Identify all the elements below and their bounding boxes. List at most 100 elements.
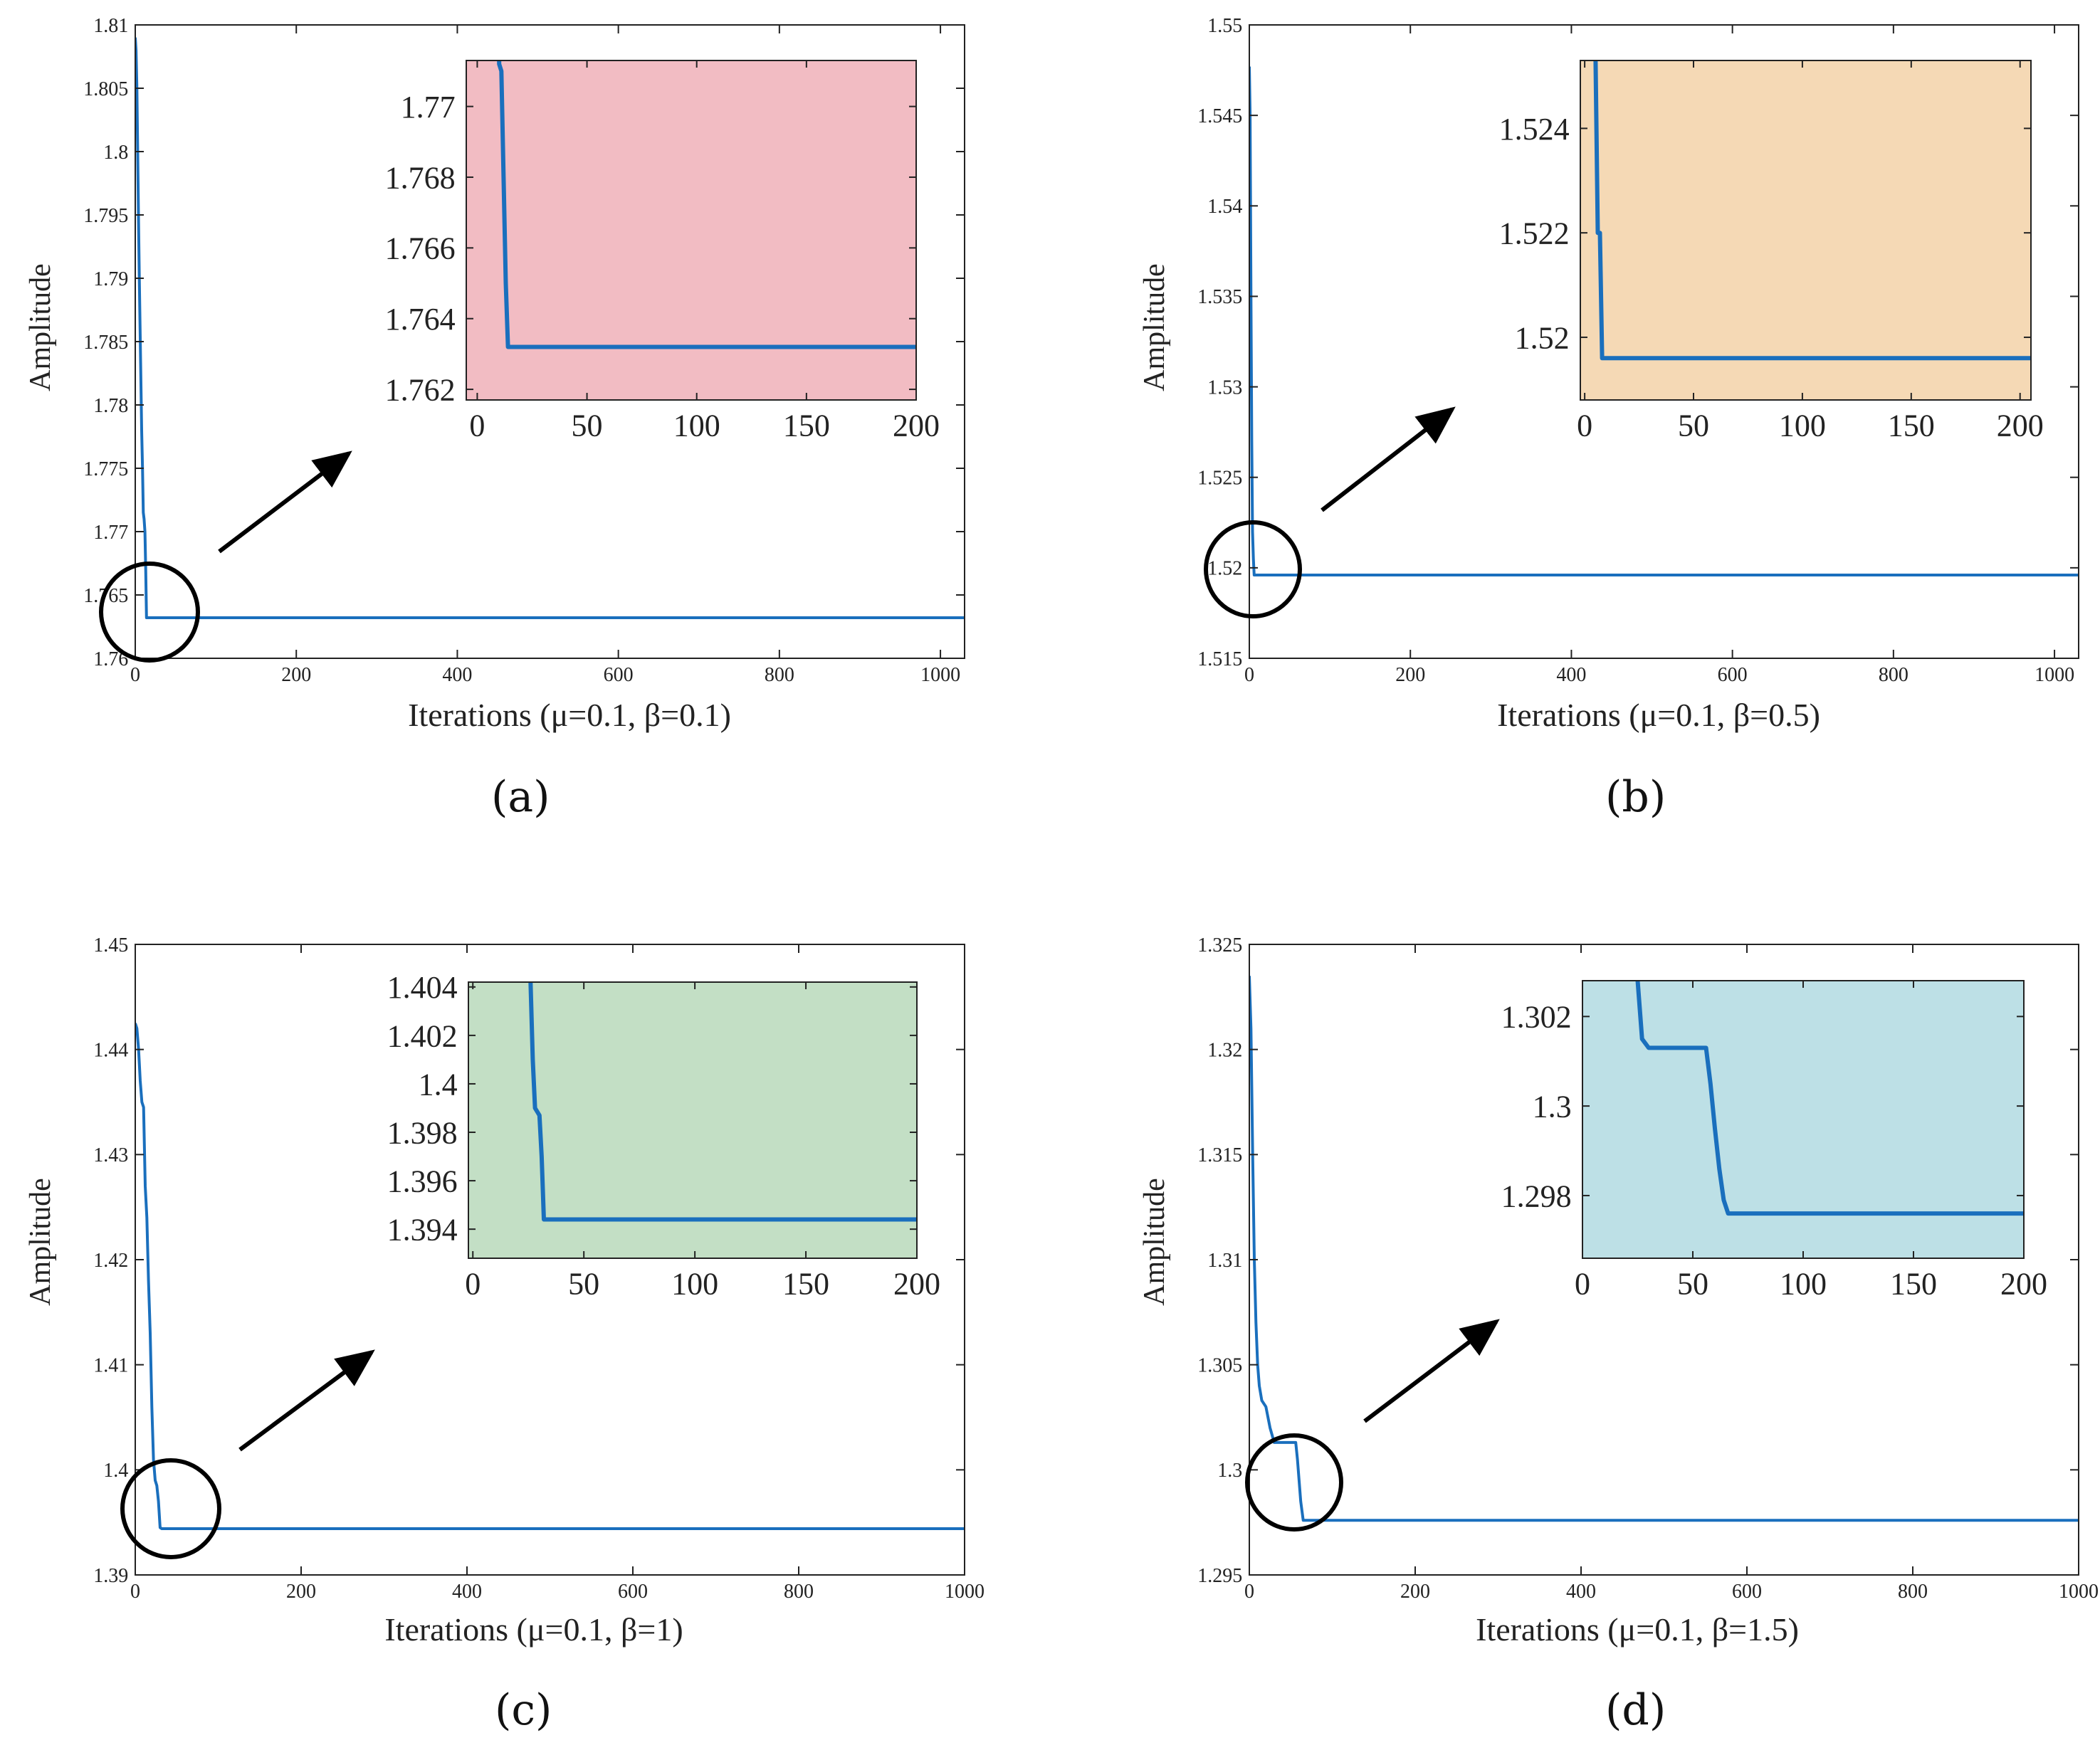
panel-a-main-ytick-label-7: 1.795 [83,205,128,227]
panel-a-main-ytick-label-2: 1.77 [93,522,128,544]
panel-b-main-ytick-label-3: 1.53 [1207,376,1242,399]
panel-d-inset-ytick-label-1: 1.3 [1533,1090,1572,1124]
panel-d-inset-background [1582,981,2024,1258]
panel-a-main-ytick-label-9: 1.805 [83,78,128,100]
panel-b-inset-xtick-label-200: 200 [1997,408,2044,443]
panel-b-main-ytick-label-6: 1.545 [1197,105,1242,127]
panel-b-zoom-arrow [1321,406,1456,512]
panel-c-main-xtick-label-0: 0 [130,1581,140,1603]
panel-b-main-ytick-label-7: 1.55 [1207,15,1242,37]
panel-b-inset-xtick-label-150: 150 [1888,408,1935,443]
panel-b-main-ytick-label-2: 1.525 [1197,468,1242,490]
panel-b-main-ytick-label-0: 1.515 [1197,648,1242,670]
panel-a-inset-ytick-label-4: 1.77 [401,90,456,125]
panel-d-main-ytick-label-0: 1.295 [1197,1565,1242,1587]
panel-d-main-data-line [1249,976,2079,1522]
panel-a-inset-xtick-label-100: 100 [673,408,720,443]
panel-b-inset-background [1580,60,2031,400]
panel-a-main-ytick-label-4: 1.78 [93,395,128,417]
panel-a-inset-ytick-label-0: 1.762 [385,372,456,407]
panel-b-inset-ytick-label-1: 1.522 [1499,216,1570,251]
panel-c-inset-xtick-label-50: 50 [568,1267,599,1302]
panel-b-main-frame [1249,24,2079,659]
panel-d-inset-ytick-label-0: 1.298 [1501,1179,1572,1213]
panel-c-ylabel: Amplitude [24,1178,57,1306]
panel-a-xlabel: Iterations (μ=0.1, β=0.1) [408,697,731,733]
panel-a-main-ytick-label-8: 1.8 [103,142,128,164]
panel-d-main-ytick-label-6: 1.325 [1197,934,1242,956]
panel-c-inset-ytick-label-5: 1.404 [387,970,458,1005]
panel-d-inset-data-line [1635,981,2024,1216]
panel-c-main-ytick-label-1: 1.4 [103,1460,128,1482]
panel-c-inset-xtick-label-200: 200 [893,1267,940,1302]
panel-c-inset-ytick-label-4: 1.402 [387,1018,458,1053]
panel-a-inset-xtick-label-50: 50 [572,408,603,443]
panel-d-ylabel: Amplitude [1138,1178,1171,1306]
panel-b-inset-frame [1580,60,2032,401]
panel-d-main-ytick-label-3: 1.31 [1207,1250,1242,1272]
panel-d-main-xtick-label-600: 600 [1732,1581,1762,1603]
panel-a-inset-frame [466,60,917,401]
panel-d-zoom-circle [1245,1433,1343,1532]
panel-b-inset-xtick-label-50: 50 [1678,408,1709,443]
panel-a-zoom-arrow [218,450,352,554]
panel-c-inset-ytick-label-1: 1.396 [387,1164,458,1198]
panel-a-inset-ytick-label-2: 1.766 [385,231,456,266]
panel-c-main-xtick-label-1000: 1000 [945,1581,985,1603]
panel-a-inset-xtick-label-0: 0 [469,408,485,443]
panel-b-inset-ytick-label-2: 1.524 [1499,112,1570,147]
panel-b-main-xtick-label-1000: 1000 [2035,664,2074,686]
panel-d-inset-ytick-label-2: 1.302 [1501,1000,1572,1035]
panel-a-main-ytick-label-6: 1.79 [93,268,128,290]
panel-c-main-data-line [135,1023,965,1530]
panel-a-main-ytick-label-3: 1.775 [83,458,128,480]
panel-c-main-ytick-label-5: 1.44 [93,1039,128,1061]
panel-c-inset-ytick-label-3: 1.4 [419,1067,458,1102]
panel-b-xlabel: Iterations (μ=0.1, β=0.5) [1497,697,1820,733]
panel-c-main-ytick-label-3: 1.42 [93,1250,128,1272]
panel-b-main-ytick-label-5: 1.54 [1207,196,1242,218]
panel-d-main-ytick-label-1: 1.3 [1217,1460,1242,1482]
panel-d-main-xtick-label-0: 0 [1244,1581,1254,1603]
panel-a-zoom-circle [99,562,200,663]
panel-c-main-xtick-label-200: 200 [286,1581,316,1603]
panel-a-inset-ytick-label-3: 1.768 [385,160,456,195]
panel-d-main-ytick-label-5: 1.32 [1207,1039,1242,1061]
panel-c-inset-ytick-label-0: 1.394 [387,1213,458,1248]
panel-c-inset-xtick-label-150: 150 [782,1267,829,1302]
panel-a-inset-data-line [497,60,916,349]
panel-label-b: (b) [1605,772,1666,822]
panel-c-main-xtick-label-400: 400 [452,1581,482,1603]
panel-c-main-ytick-label-4: 1.43 [93,1144,128,1166]
panel-c-zoom-arrow [238,1349,375,1452]
panel-d-main-xtick-label-200: 200 [1400,1581,1430,1603]
panel-a-main-xtick-label-0: 0 [130,664,140,686]
panel-b-inset-ytick-label-0: 1.52 [1515,320,1570,355]
panel-b-inset-xtick-label-100: 100 [1779,408,1826,443]
panel-b-inset-xtick-label-0: 0 [1577,408,1592,443]
panel-a-main-data-line [135,37,965,619]
panel-b-zoom-circle [1204,520,1302,618]
panel-b-main-ytick-label-1: 1.52 [1207,558,1242,580]
panel-a-inset-ytick-label-1: 1.764 [385,302,456,337]
panel-b-main-xtick-label-800: 800 [1879,664,1909,686]
panel-d-inset-xtick-label-50: 50 [1677,1267,1708,1302]
panel-a-main-xtick-label-400: 400 [442,664,472,686]
panel-c-main-ytick-label-6: 1.45 [93,934,128,956]
panel-d-inset-xtick-label-0: 0 [1575,1267,1590,1302]
panel-c-inset-data-line [528,982,917,1222]
panel-d-main-xtick-label-1000: 1000 [2059,1581,2099,1603]
panel-d-main-ytick-label-4: 1.315 [1197,1144,1242,1166]
panel-c-inset-xtick-label-100: 100 [671,1267,718,1302]
panel-b-main-data-line [1249,66,2079,576]
panel-b-main-ytick-label-4: 1.535 [1197,286,1242,308]
panel-c-inset-background [468,982,917,1258]
panel-c-inset-xtick-label-0: 0 [465,1267,481,1302]
panel-a-main-xtick-label-200: 200 [281,664,311,686]
panel-a-main-ytick-label-10: 1.81 [93,15,128,37]
panel-d-inset-xtick-label-150: 150 [1890,1267,1937,1302]
panel-c-main-ytick-label-0: 1.39 [93,1565,128,1587]
panel-a-inset-xtick-label-150: 150 [783,408,830,443]
panel-c-inset-ytick-label-2: 1.398 [387,1115,458,1150]
